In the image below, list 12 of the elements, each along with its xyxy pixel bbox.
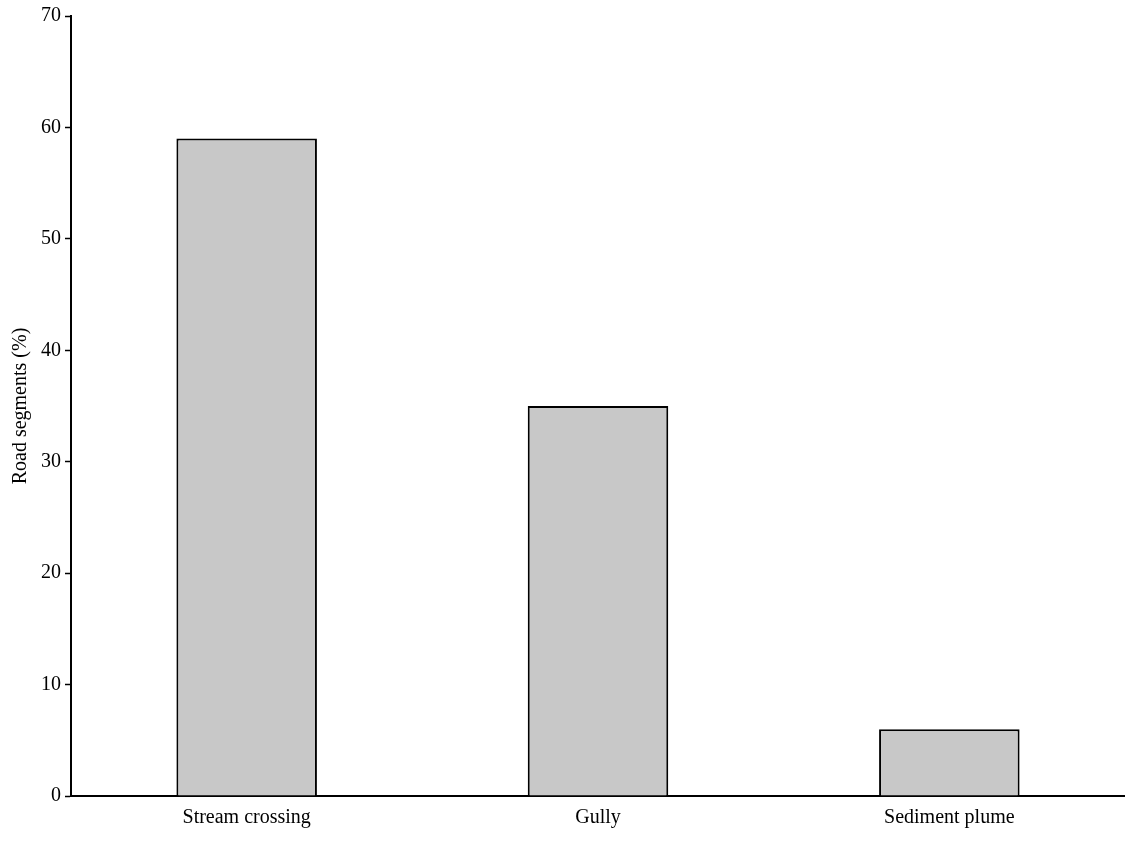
y-tick-label: 0 <box>51 783 61 806</box>
y-tick-label: 20 <box>41 560 61 583</box>
y-axis-title: Road segments (%) <box>8 327 32 485</box>
y-tick-label: 50 <box>41 226 61 249</box>
x-tick-label: Stream crossing <box>182 805 311 829</box>
y-tick-label: 40 <box>41 337 61 360</box>
x-tick-label: Gully <box>575 805 621 829</box>
y-tick-label: 10 <box>41 671 61 694</box>
y-tick-label: 60 <box>41 114 61 137</box>
y-tick-label: 30 <box>41 448 61 471</box>
y-tick-label: 70 <box>41 3 61 26</box>
x-tick-label: Sediment plume <box>884 805 1015 829</box>
